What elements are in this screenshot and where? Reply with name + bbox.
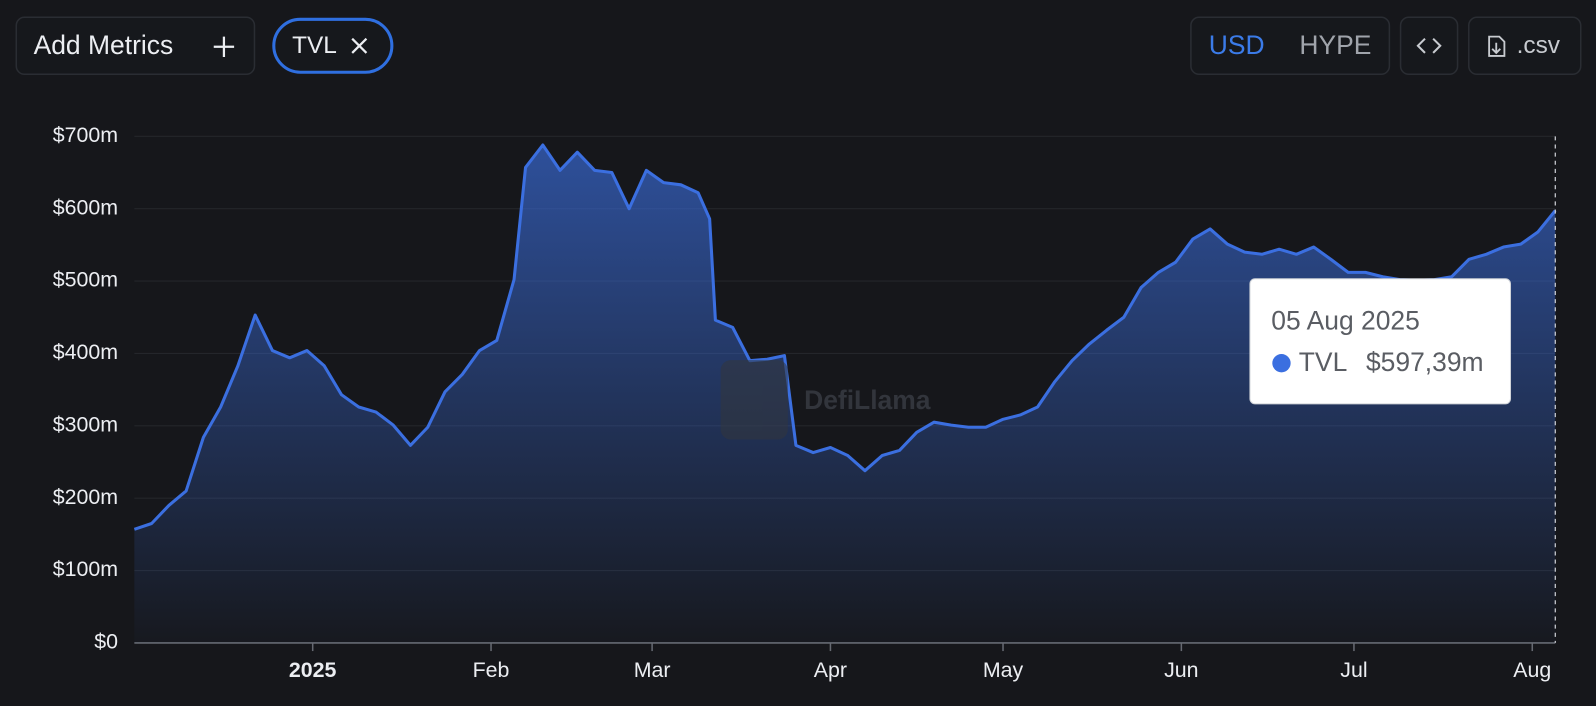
watermark-logo xyxy=(720,360,788,440)
tooltip-value: $597,39m xyxy=(1366,347,1484,377)
button-frame xyxy=(1399,16,1459,76)
tooltip-series: TVL xyxy=(1299,347,1348,377)
chip-label: TVL xyxy=(292,32,337,59)
x-tick-label: 2025 xyxy=(289,658,337,682)
download-icon xyxy=(1488,35,1506,57)
currency-option[interactable]: HYPE xyxy=(1299,30,1371,60)
watermark-text: DefiLlama xyxy=(804,385,931,415)
add-metrics-button[interactable]: Add Metrics xyxy=(15,16,256,76)
chip-frame xyxy=(272,17,394,74)
code-icon xyxy=(1416,37,1442,54)
tooltip-date: 05 Aug 2025 xyxy=(1271,305,1420,335)
watermark: DefiLlama xyxy=(720,360,931,440)
x-tick-label: Aug xyxy=(1513,658,1551,682)
tooltip: 05 Aug 2025 TVL $597,39m xyxy=(1249,278,1512,405)
tooltip-marker xyxy=(1272,354,1291,373)
metric-chip[interactable]: TVL xyxy=(272,17,394,74)
x-tick-label: Feb xyxy=(473,658,510,682)
y-tick-label: $100m xyxy=(53,557,118,581)
button-frame xyxy=(1468,16,1582,76)
button-frame xyxy=(15,16,256,76)
toolbar: Add Metrics TVL USD HYPE .csv xyxy=(15,16,1582,76)
y-tick-label: $400m xyxy=(53,340,118,364)
plus-icon xyxy=(213,36,235,57)
y-tick-label: $600m xyxy=(53,195,118,219)
x-tick-label: Jun xyxy=(1164,658,1198,682)
y-tick-label: $300m xyxy=(53,412,118,436)
csv-button[interactable]: .csv xyxy=(1468,16,1582,76)
close-icon xyxy=(351,37,368,54)
embed-button[interactable] xyxy=(1399,16,1459,76)
button-label: .csv xyxy=(1517,32,1561,59)
y-tick-label: $500m xyxy=(53,268,118,292)
y-tick-label: $0 xyxy=(94,630,118,654)
y-tick-label: $200m xyxy=(53,485,118,509)
x-tick-label: Jul xyxy=(1340,658,1367,682)
button-label: Add Metrics xyxy=(34,30,174,60)
y-tick-label: $700m xyxy=(53,123,118,147)
series-line xyxy=(133,143,1557,531)
x-tick-label: Apr xyxy=(814,658,847,682)
area-fill xyxy=(134,145,1556,643)
x-tick-label: May xyxy=(983,658,1024,682)
currency-toggle xyxy=(1190,16,1391,76)
currency-option[interactable]: USD xyxy=(1209,30,1265,60)
plot: $0 $100m $200m $300m $400m $500m $600m $700m 202… xyxy=(53,123,1557,682)
x-tick-label: Mar xyxy=(634,658,671,682)
tooltip-box xyxy=(1249,278,1512,405)
